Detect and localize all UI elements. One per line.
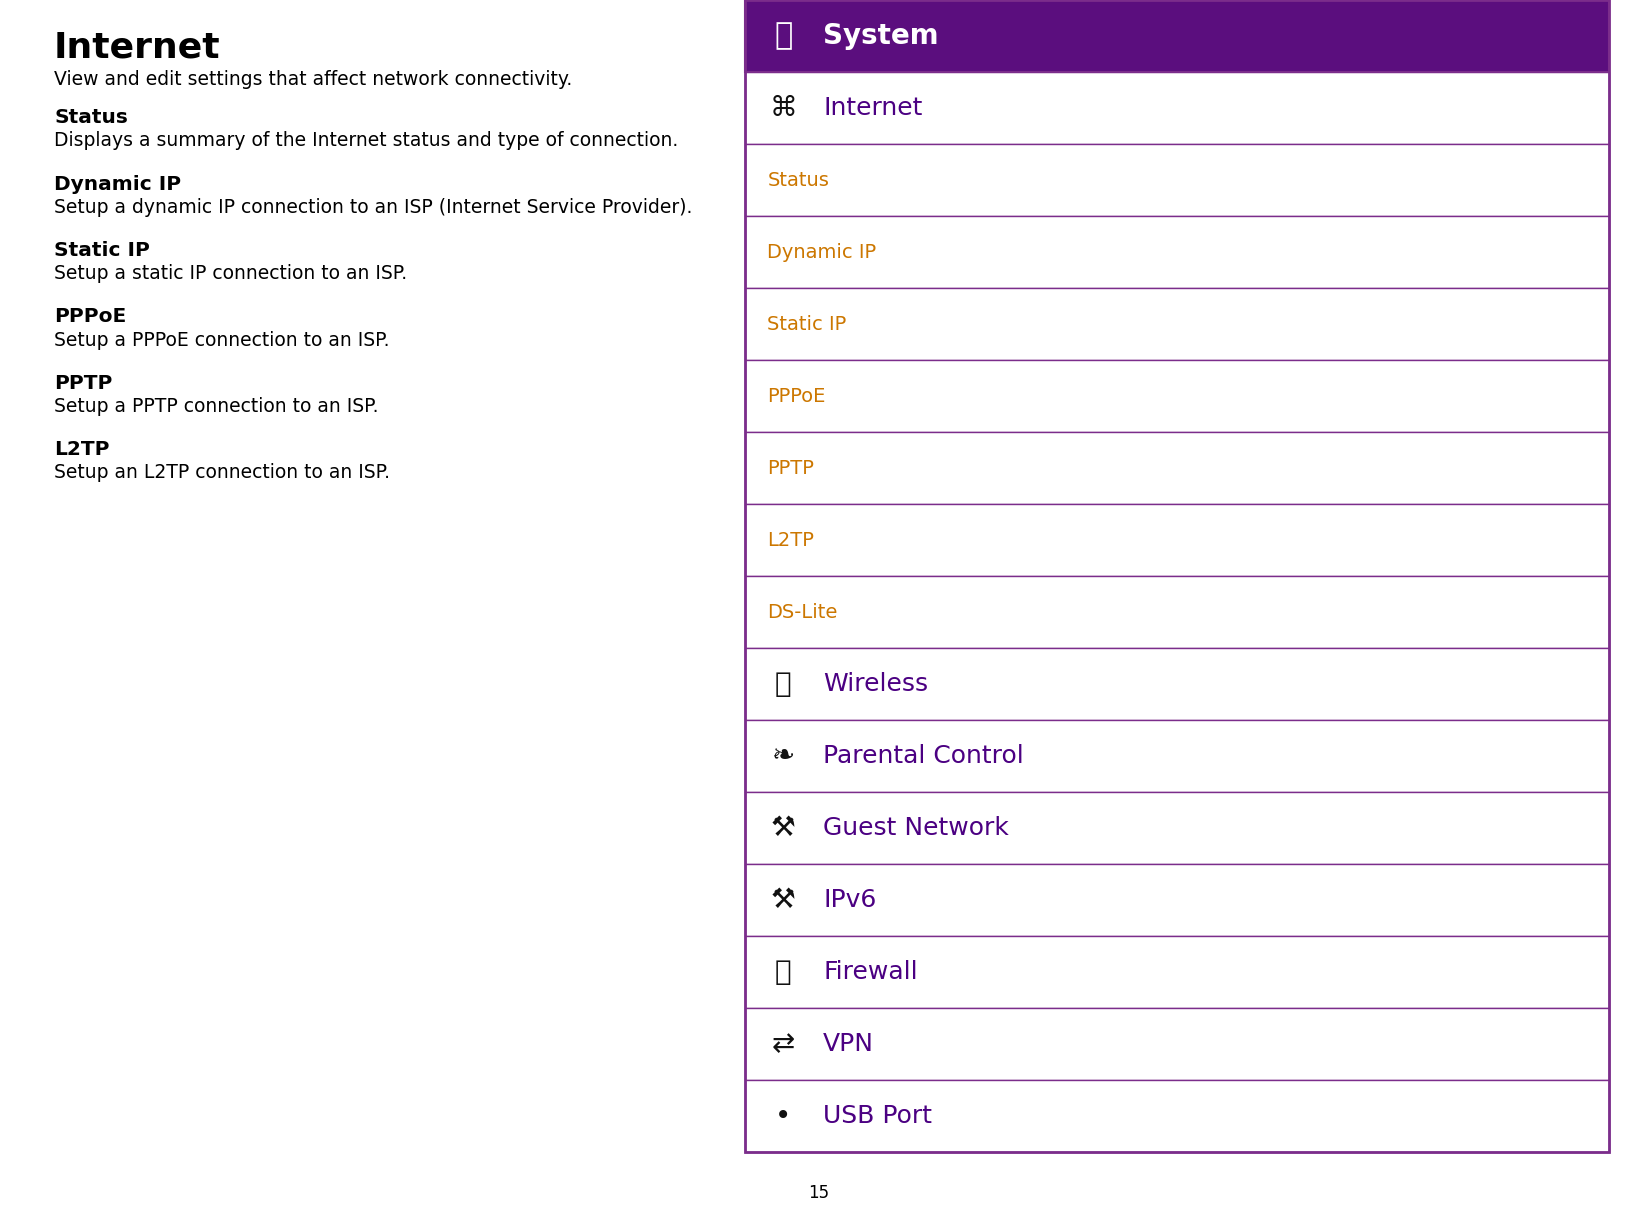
Text: System: System [824,22,939,50]
Text: Setup an L2TP connection to an ISP.: Setup an L2TP connection to an ISP. [54,464,390,482]
Bar [745,792,1609,863]
Text: ⌘: ⌘ [770,93,798,122]
Text: PPTP: PPTP [54,374,113,392]
Text: Status: Status [767,171,829,189]
Text: Parental Control: Parental Control [824,744,1024,768]
Text: 15: 15 [809,1184,829,1202]
Text: L2TP: L2TP [54,440,110,459]
Text: PPPoE: PPPoE [54,308,126,326]
Text: ⚒: ⚒ [771,814,796,843]
Bar [745,0,1609,73]
Bar [745,1080,1609,1153]
Text: ⛨: ⛨ [775,958,791,986]
Text: ⇄: ⇄ [771,1030,794,1058]
Bar [745,144,1609,216]
Text: ⦿: ⦿ [775,670,791,697]
Text: ❧: ❧ [771,742,794,770]
Bar [745,576,1609,648]
Text: Status: Status [54,108,128,127]
Text: Internet: Internet [824,96,922,121]
Bar [745,360,1609,432]
Text: L2TP: L2TP [767,530,814,550]
Bar [745,504,1609,576]
Bar [745,0,1609,1153]
Text: Internet: Internet [54,30,221,64]
Text: Setup a PPTP connection to an ISP.: Setup a PPTP connection to an ISP. [54,397,378,416]
Text: Setup a PPPoE connection to an ISP.: Setup a PPPoE connection to an ISP. [54,331,390,349]
Text: ⌕: ⌕ [775,21,793,50]
Bar [745,288,1609,360]
Bar [745,0,1609,73]
Text: Setup a static IP connection to an ISP.: Setup a static IP connection to an ISP. [54,264,408,283]
Text: Guest Network: Guest Network [824,815,1009,840]
Text: ⚒: ⚒ [771,886,796,914]
Text: Setup a dynamic IP connection to an ISP (Internet Service Provider).: Setup a dynamic IP connection to an ISP … [54,198,693,216]
Text: PPPoE: PPPoE [767,386,826,406]
Text: View and edit settings that affect network connectivity.: View and edit settings that affect netwo… [54,70,572,90]
Text: IPv6: IPv6 [824,888,876,911]
Text: Wireless: Wireless [824,672,929,696]
Bar [745,432,1609,504]
Bar [745,73,1609,144]
Text: DS-Lite: DS-Lite [767,603,837,621]
Bar [745,1009,1609,1080]
Text: Firewall: Firewall [824,959,917,984]
Bar [745,863,1609,936]
Text: Dynamic IP: Dynamic IP [54,175,182,193]
Text: Dynamic IP: Dynamic IP [767,242,876,262]
Text: PPTP: PPTP [767,459,814,477]
Bar [745,720,1609,792]
Text: USB Port: USB Port [824,1105,932,1128]
Text: Static IP: Static IP [767,315,847,333]
Text: Displays a summary of the Internet status and type of connection.: Displays a summary of the Internet statu… [54,132,678,150]
Bar [745,936,1609,1009]
Text: •: • [775,1102,791,1130]
Text: Static IP: Static IP [54,241,151,260]
Text: VPN: VPN [824,1032,875,1057]
Bar [745,648,1609,720]
Bar [745,216,1609,288]
